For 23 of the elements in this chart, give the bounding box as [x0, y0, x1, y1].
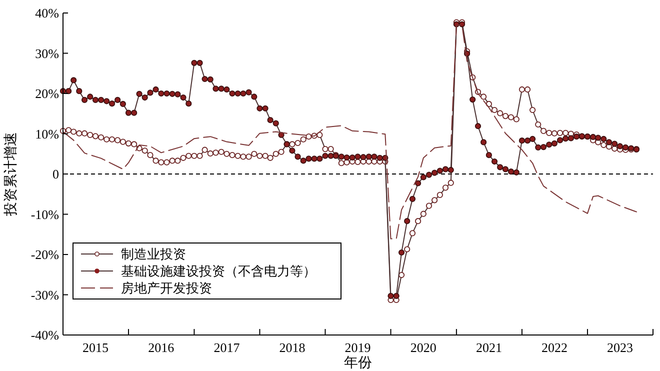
y-tick-label: 0	[52, 166, 59, 182]
y-tick-label: 10%	[35, 126, 60, 142]
y-tick-label: -10%	[30, 206, 60, 222]
x-tick-label: 2017	[214, 340, 240, 355]
y-tick-label: -30%	[30, 287, 60, 302]
x-tick-label: 2018	[279, 340, 306, 355]
legend-label: 基础设施建设投资（不含电力等）	[121, 264, 316, 279]
x-tick-label: 2020	[410, 340, 436, 355]
x-tick-label: 2016	[148, 340, 175, 355]
y-tick-label: -20%	[30, 247, 60, 262]
legend-label: 制造业投资	[121, 246, 186, 262]
legend-label: 房地产开发投资	[121, 280, 212, 296]
x-tick-label: 2019	[344, 340, 371, 355]
y-axis-title: 投资累计增速	[3, 132, 19, 217]
y-tick-label: 40%	[35, 6, 60, 21]
x-tick-label: 2015	[82, 340, 108, 355]
x-axis-title: 年份	[344, 355, 372, 371]
y-tick-label: 30%	[35, 46, 60, 61]
x-tick-label: 2021	[476, 340, 502, 355]
y-tick-label: -40%	[30, 328, 60, 343]
x-tick-label: 2022	[541, 340, 568, 355]
y-tick-label: 20%	[35, 86, 60, 102]
x-tick-label: 2023	[606, 340, 633, 355]
